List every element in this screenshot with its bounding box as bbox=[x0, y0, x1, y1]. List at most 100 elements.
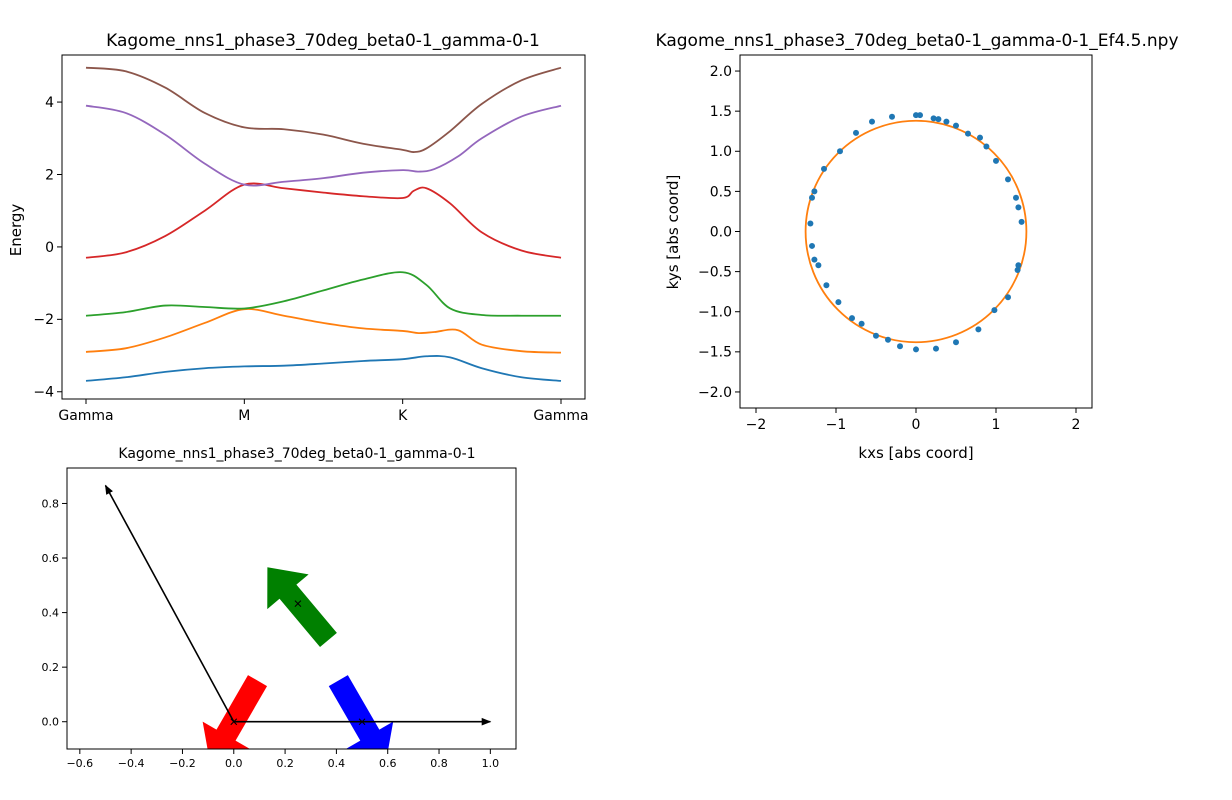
lattice-chart-xtick-label: 0.0 bbox=[225, 757, 243, 770]
lattice-chart-ytick-label: 0.8 bbox=[42, 497, 60, 510]
fermi-chart-xtick-label: 1 bbox=[992, 417, 1001, 433]
band-line-1 bbox=[85, 355, 562, 382]
fermi-point bbox=[889, 113, 895, 120]
fermi-point bbox=[821, 165, 827, 172]
lattice-site-marker bbox=[358, 718, 366, 726]
fermi-point bbox=[993, 157, 999, 164]
lattice-chart-xtick-label: 0.6 bbox=[379, 757, 397, 770]
fermi-point bbox=[943, 118, 950, 125]
fermi-point bbox=[858, 320, 865, 327]
fermi-point bbox=[1005, 294, 1011, 301]
fermi-point bbox=[977, 134, 983, 141]
fermi-point bbox=[1018, 218, 1025, 225]
fermi-point bbox=[835, 299, 842, 306]
fermi-point bbox=[965, 130, 971, 137]
band-chart-ylabel: Energy bbox=[7, 204, 25, 257]
fermi-point bbox=[809, 194, 815, 201]
fermi-chart-ytick-label: 2.0 bbox=[710, 64, 732, 80]
band-chart-ytick-label: −4 bbox=[33, 385, 54, 401]
fermi-point bbox=[975, 326, 982, 333]
lattice-vector-2 bbox=[104, 484, 235, 723]
lattice-site-marker bbox=[230, 718, 238, 726]
fermi-point bbox=[953, 122, 959, 129]
band-structure-chart: Kagome_nns1_phase3_70deg_beta0-1_gamma-0… bbox=[7, 31, 589, 424]
band-chart-frame bbox=[61, 54, 586, 400]
fermi-chart-ylabel: kys [abs coord] bbox=[664, 175, 682, 290]
lattice-chart-xtick-label: 0.4 bbox=[328, 757, 346, 770]
fermi-point bbox=[823, 282, 830, 289]
lattice-chart-xtick-label: 0.8 bbox=[430, 757, 448, 770]
band-chart-xtick-label: Gamma bbox=[58, 408, 113, 424]
fermi-point bbox=[815, 262, 822, 269]
band-line-4 bbox=[85, 182, 562, 259]
fermi-point bbox=[930, 115, 937, 122]
lattice-chart-title: Kagome_nns1_phase3_70deg_beta0-1_gamma-0… bbox=[118, 446, 475, 462]
fermi-point bbox=[1005, 176, 1011, 183]
lattice-chart-frame bbox=[66, 467, 517, 750]
fermi-point bbox=[1015, 204, 1022, 211]
lattice-chart-ytick-label: 0.4 bbox=[42, 606, 60, 619]
fermi-point bbox=[913, 346, 919, 353]
fermi-chart-ytick-label: −1.0 bbox=[698, 305, 732, 321]
fermi-chart-ytick-label: 0.5 bbox=[710, 184, 732, 200]
fermi-chart-xtick-label: 0 bbox=[912, 417, 921, 433]
fermi-point bbox=[897, 343, 903, 350]
band-chart-xtick-label: K bbox=[398, 408, 408, 424]
lattice-chart-ytick-label: 0.2 bbox=[42, 661, 60, 674]
band-line-6 bbox=[85, 66, 562, 153]
lattice-chart-xtick-label: −0.4 bbox=[118, 757, 145, 770]
spin-arrow-3 bbox=[267, 567, 337, 648]
band-chart-ytick-label: 4 bbox=[45, 95, 54, 111]
band-line-3 bbox=[85, 271, 562, 317]
band-chart-ytick-label: 0 bbox=[45, 240, 54, 256]
band-chart-xtick-label: Gamma bbox=[533, 408, 588, 424]
spin-arrow-1 bbox=[202, 675, 268, 749]
fermi-point bbox=[953, 339, 959, 346]
fermi-point bbox=[849, 315, 855, 322]
fermi-point bbox=[991, 307, 998, 314]
fermi-surface-chart: Kagome_nns1_phase3_70deg_beta0-1_gamma-0… bbox=[655, 31, 1178, 462]
fermi-point bbox=[873, 332, 879, 339]
fermi-chart-ytick-label: 1.5 bbox=[710, 104, 732, 120]
band-chart-ytick-label: −2 bbox=[33, 312, 54, 328]
fermi-point bbox=[1014, 267, 1021, 274]
spin-arrow-2 bbox=[328, 675, 394, 749]
fermi-point bbox=[1015, 262, 1022, 269]
fermi-chart-title: Kagome_nns1_phase3_70deg_beta0-1_gamma-0… bbox=[655, 31, 1178, 51]
lattice-chart-ytick-label: 0.0 bbox=[42, 716, 60, 729]
fermi-point bbox=[807, 220, 814, 227]
lattice-chart-xtick-label: 0.2 bbox=[276, 757, 294, 770]
fermi-point bbox=[1013, 194, 1019, 201]
band-line-2 bbox=[85, 308, 562, 354]
fermi-chart-ytick-label: −1.5 bbox=[698, 345, 732, 361]
fermi-point bbox=[935, 116, 942, 123]
fermi-point bbox=[837, 148, 843, 155]
fermi-chart-ytick-label: 1.0 bbox=[710, 144, 732, 160]
fermi-chart-xtick-label: 2 bbox=[1072, 417, 1081, 433]
lattice-chart-ytick-label: 0.6 bbox=[42, 552, 60, 565]
band-chart-xtick-label: M bbox=[238, 408, 250, 424]
fermi-point bbox=[809, 242, 815, 249]
fermi-fit-circle bbox=[804, 119, 1028, 344]
fermi-point bbox=[853, 129, 859, 136]
fermi-chart-xlabel: kxs [abs coord] bbox=[858, 444, 973, 462]
fermi-point bbox=[917, 112, 923, 119]
lattice-chart: Kagome_nns1_phase3_70deg_beta0-1_gamma-0… bbox=[42, 446, 517, 770]
lattice-site-marker bbox=[294, 600, 302, 607]
fermi-chart-ytick-label: −2.0 bbox=[698, 385, 732, 401]
lattice-chart-xtick-label: −0.6 bbox=[66, 757, 93, 770]
fermi-point bbox=[885, 336, 891, 343]
band-chart-title: Kagome_nns1_phase3_70deg_beta0-1_gamma-0… bbox=[106, 31, 540, 51]
fermi-chart-frame bbox=[739, 54, 1093, 409]
fermi-chart-xtick-label: −2 bbox=[746, 417, 767, 433]
lattice-chart-xtick-label: 1.0 bbox=[482, 757, 500, 770]
fermi-point bbox=[811, 256, 818, 263]
fermi-point bbox=[933, 345, 939, 352]
fermi-chart-ytick-label: −0.5 bbox=[698, 265, 732, 281]
fermi-chart-ytick-label: 0.0 bbox=[710, 224, 732, 240]
band-line-5 bbox=[85, 104, 562, 187]
lattice-chart-xtick-label: −0.2 bbox=[169, 757, 196, 770]
fermi-point bbox=[983, 143, 990, 150]
fermi-point bbox=[811, 188, 818, 195]
